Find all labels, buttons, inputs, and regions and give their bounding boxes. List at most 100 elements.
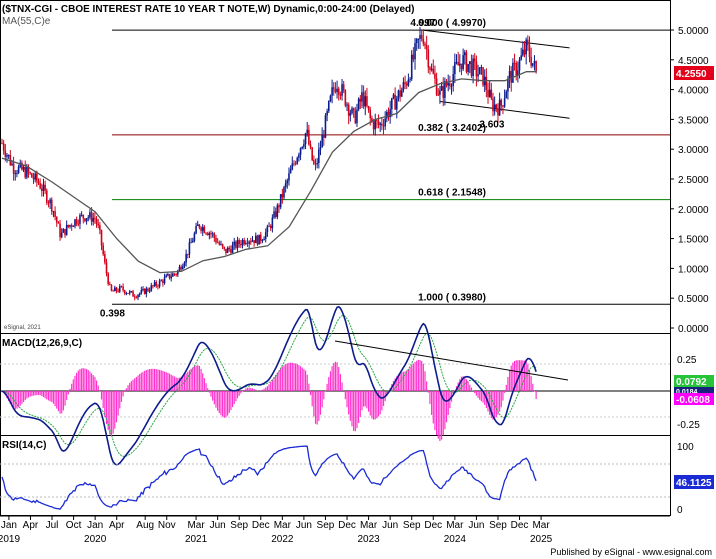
candle-body	[36, 173, 38, 182]
last-price-value: 4.2550	[676, 69, 707, 80]
candle-body	[160, 280, 163, 282]
candle-body	[117, 291, 119, 292]
x-month-label: Nov	[158, 520, 176, 531]
candle-body	[522, 49, 524, 56]
candle-body	[107, 273, 109, 285]
macd-value-badge	[674, 387, 714, 394]
candle-body	[369, 109, 372, 119]
x-month-label: Apr	[109, 520, 125, 531]
candle-body	[478, 67, 481, 75]
candle-body	[138, 293, 141, 295]
candle-body	[105, 262, 108, 274]
candle-body	[468, 61, 471, 64]
candle-body	[329, 95, 332, 102]
candle-body	[74, 219, 76, 227]
candle-body	[213, 233, 216, 238]
x-month-label: Mar	[187, 520, 205, 531]
candle-body	[266, 226, 269, 233]
candle-body	[319, 147, 322, 150]
candle-body	[414, 43, 416, 60]
price-tick-label: 3.5000	[678, 115, 709, 126]
candle-body	[41, 188, 43, 191]
candle-body	[6, 155, 8, 157]
candle-body	[225, 248, 227, 253]
candle-body	[432, 68, 435, 74]
candle-body	[515, 63, 518, 76]
candle-body	[94, 217, 96, 219]
channel-line	[440, 101, 570, 119]
candle-body	[457, 62, 459, 66]
candle-body	[472, 58, 474, 76]
candle-body	[389, 109, 391, 118]
candle-body	[135, 297, 138, 299]
rsi-value: 46.1125	[676, 478, 712, 489]
candle-body	[233, 241, 236, 246]
candle-body	[261, 240, 264, 241]
candle-body	[258, 234, 260, 245]
candle-body	[243, 240, 245, 244]
candle-body	[304, 133, 307, 145]
candle-body	[430, 68, 433, 70]
x-month-label: Mar	[360, 520, 378, 531]
candle-body	[321, 135, 323, 148]
candle-body	[308, 129, 310, 145]
candle-body	[79, 215, 81, 224]
candle-body	[490, 89, 493, 99]
candle-body	[62, 228, 65, 233]
candle-body	[188, 242, 191, 255]
candle-body	[339, 94, 342, 96]
candle-body	[9, 154, 12, 165]
candle-body	[271, 217, 274, 229]
price-tick-label: 1.0000	[678, 264, 709, 275]
candle-body	[268, 225, 270, 227]
candle-body	[80, 214, 83, 216]
candle-body	[11, 163, 13, 165]
candle-body	[404, 82, 406, 84]
candle-body	[470, 61, 473, 76]
candle-body	[502, 105, 504, 107]
price-annotations: 4.997 3.603 0.398	[100, 18, 505, 319]
macd-hist-badge	[674, 393, 714, 405]
candle-body	[349, 113, 352, 116]
candle-body	[422, 38, 425, 44]
macd-line	[1, 305, 537, 466]
candle-body	[488, 89, 491, 97]
candle-body	[377, 121, 380, 125]
candle-body	[445, 81, 448, 86]
candle-body	[230, 249, 232, 253]
x-month-label: Mar	[274, 520, 292, 531]
candle-body	[183, 262, 186, 267]
candle-body	[34, 173, 36, 180]
candle-body	[67, 224, 70, 227]
candle-body	[102, 245, 104, 255]
candle-body	[182, 266, 184, 270]
candle-body	[429, 67, 431, 70]
x-month-label: Apr	[23, 520, 39, 531]
candle-body	[177, 270, 179, 275]
price-tick-label: 3.0000	[678, 145, 709, 156]
candle-body	[376, 120, 378, 122]
candle-body	[45, 190, 48, 203]
candle-body	[21, 162, 23, 170]
candle-body	[475, 61, 478, 77]
candle-body	[392, 94, 395, 99]
candle-body	[170, 276, 172, 279]
candle-body	[532, 63, 534, 66]
candle-body	[110, 284, 113, 291]
fib-levels: 0.000 ( 4.9970) 0.382 ( 3.2402) 0.618 ( 2.…	[112, 18, 670, 305]
fib-level-label: 0.382 ( 3.2402)	[418, 123, 486, 134]
candle-body	[198, 224, 201, 228]
candle-body	[497, 108, 499, 116]
x-month-label: Dec	[424, 520, 442, 531]
candle-body	[412, 54, 415, 60]
candle-body	[347, 104, 350, 116]
candle-body	[122, 286, 124, 291]
candle-body	[60, 232, 63, 238]
candle-body	[70, 225, 73, 227]
candle-body	[372, 121, 375, 130]
macd-signal-line	[1, 315, 537, 457]
candle-body	[513, 62, 516, 64]
x-year-label: 2023	[357, 534, 380, 545]
candle-body	[263, 238, 265, 241]
